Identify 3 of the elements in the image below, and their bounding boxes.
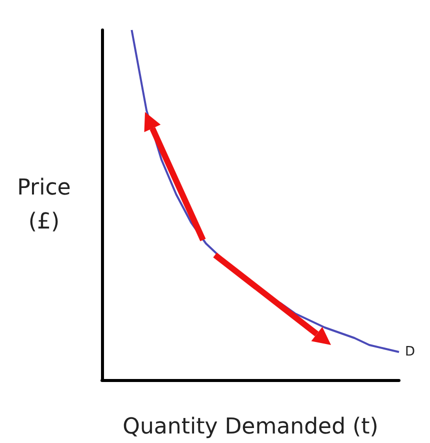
- y-axis-title: Price (£): [17, 176, 71, 234]
- text: D: [405, 344, 416, 360]
- x-axis-title: Quantity Demanded (t): [122, 414, 378, 440]
